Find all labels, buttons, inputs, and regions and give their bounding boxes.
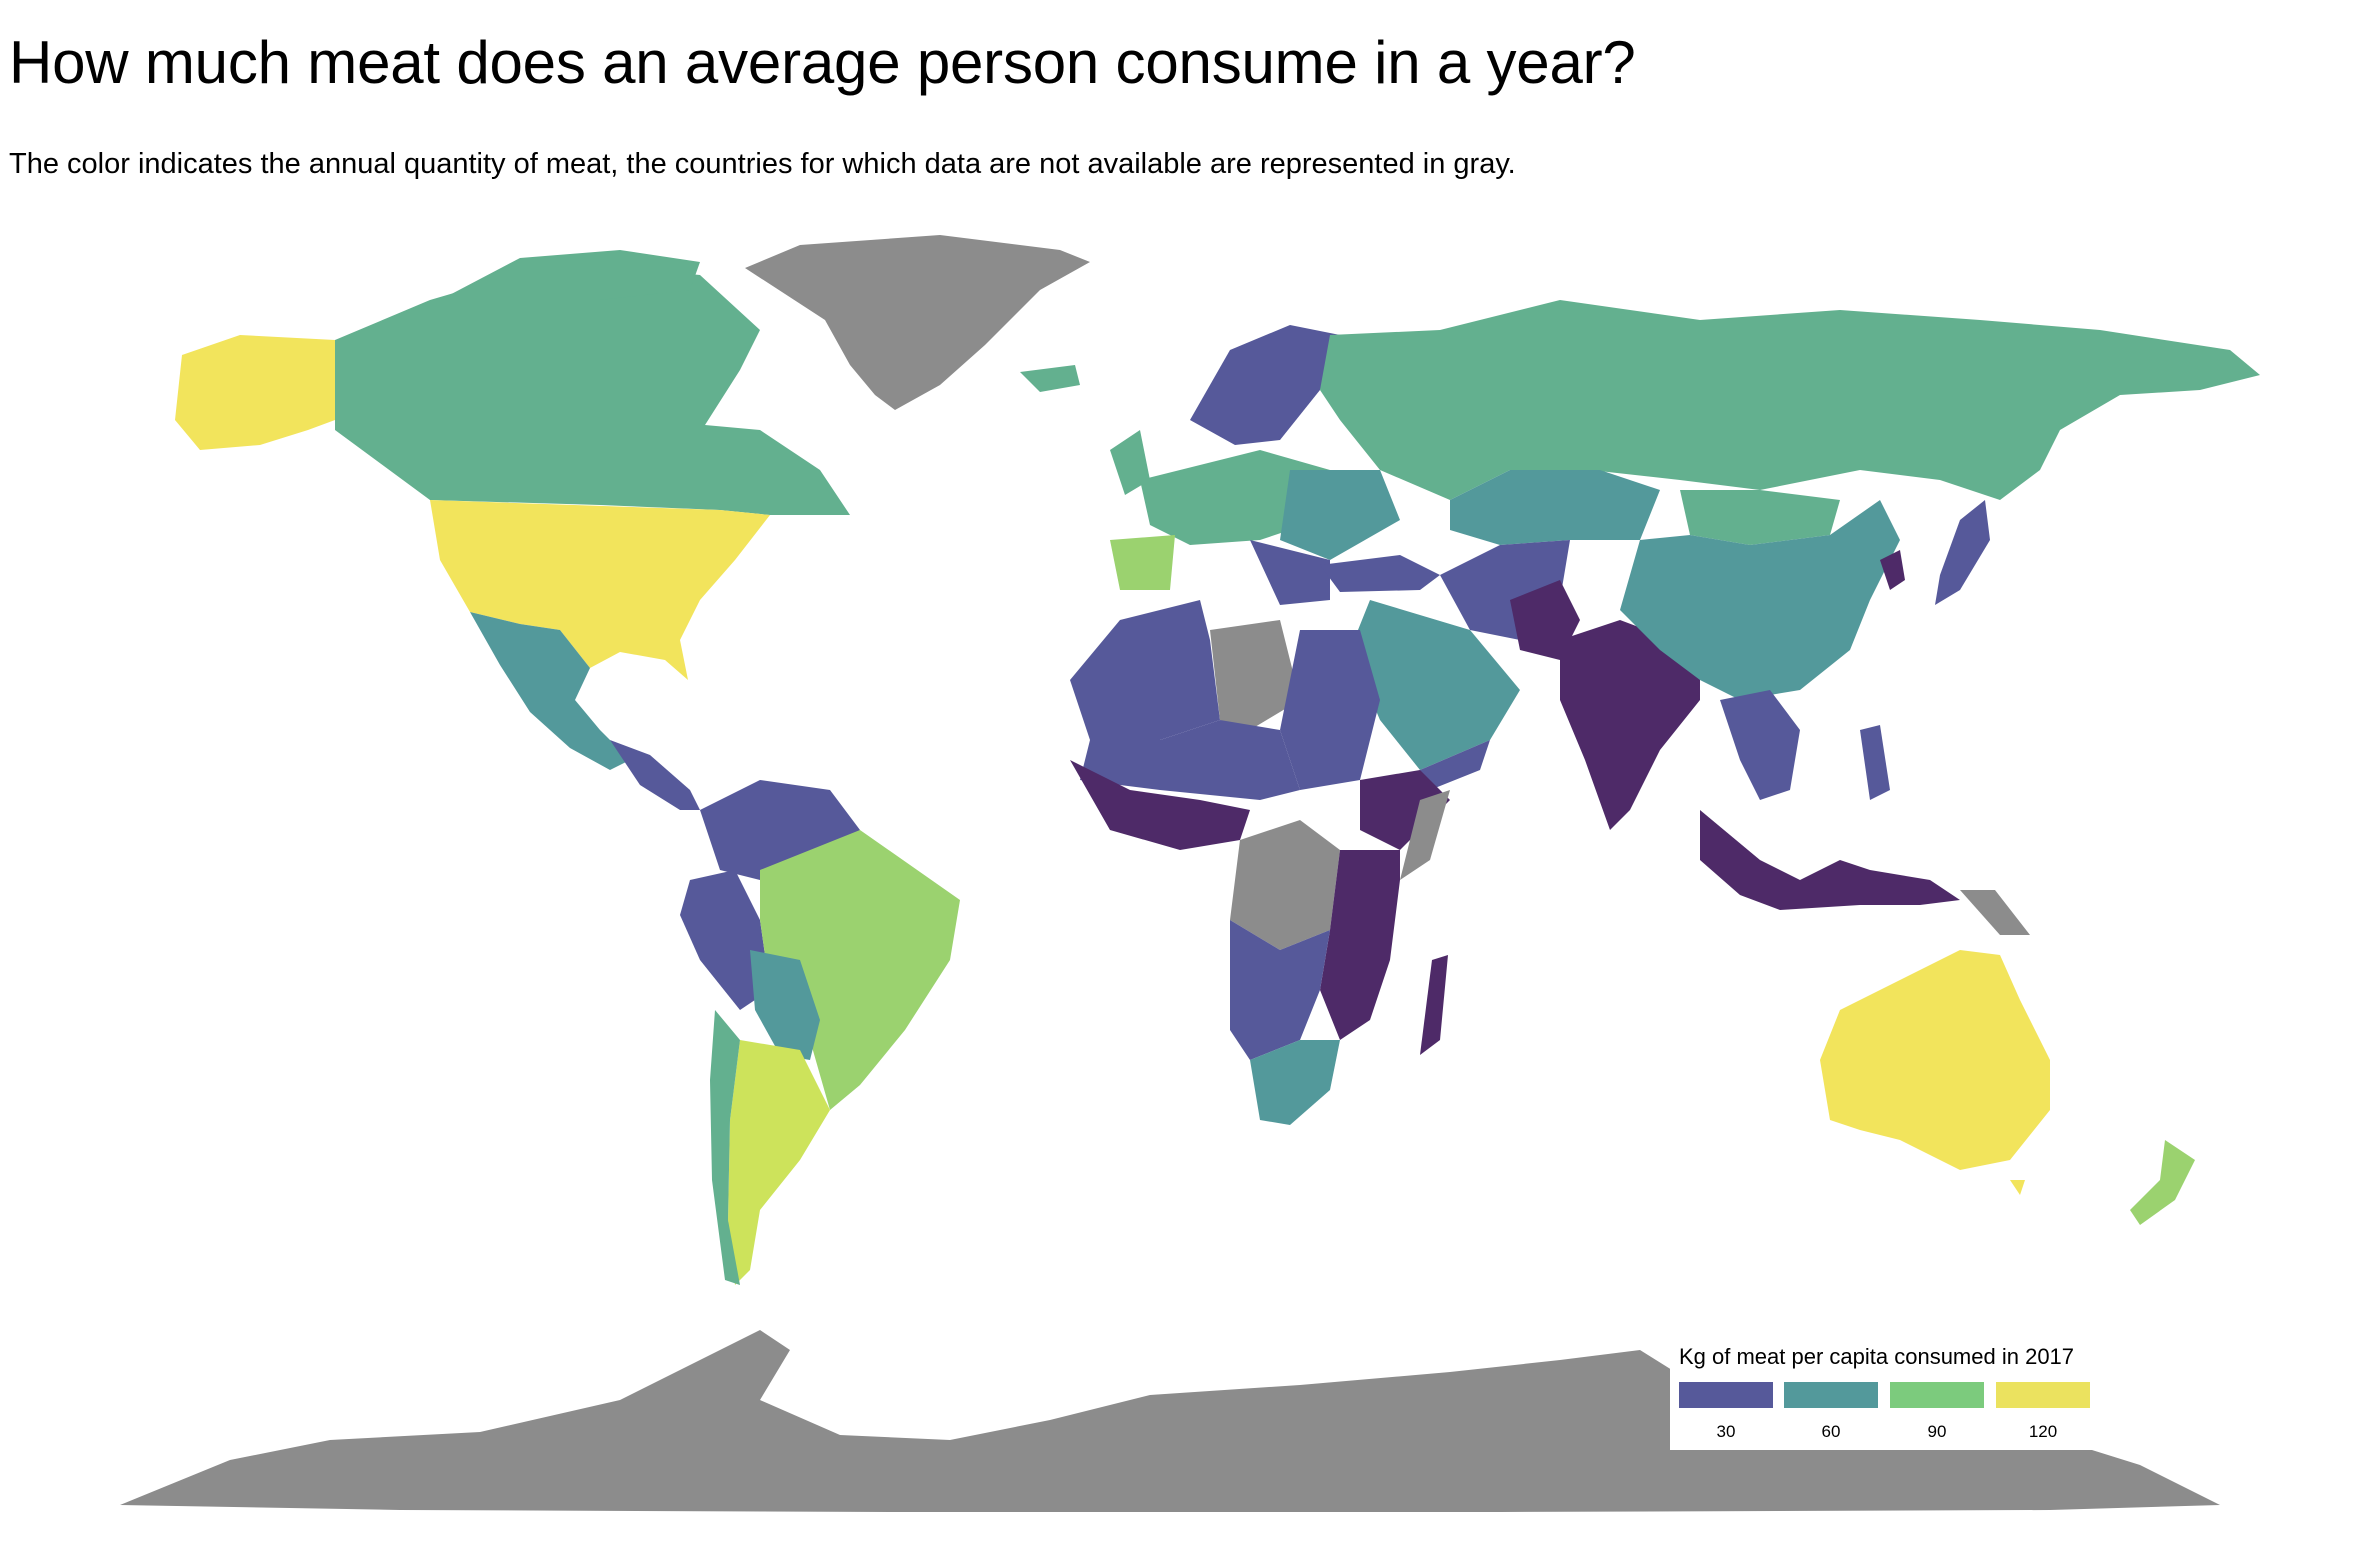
region-australia <box>1820 950 2050 1170</box>
region-japan <box>1935 500 1990 605</box>
legend-title: Kg of meat per capita consumed in 2017 <box>1679 1344 2075 1369</box>
region-spain <box>1110 535 1175 590</box>
region-india <box>1560 620 1700 830</box>
region-central-america <box>610 740 700 810</box>
region-greenland <box>745 235 1090 410</box>
region-west-africa <box>1070 760 1250 850</box>
legend-swatch-60 <box>1784 1382 1878 1408</box>
legend-label-60: 60 <box>1821 1422 1841 1441</box>
region-russia <box>1320 300 2260 500</box>
region-north-africa-west <box>1070 600 1220 740</box>
region-eastern-europe <box>1280 470 1400 560</box>
region-canada-islands <box>440 250 700 300</box>
chart-subtitle: The color indicates the annual quantity … <box>9 148 1516 180</box>
region-tasmania <box>2010 1180 2025 1195</box>
region-congo <box>1230 820 1340 950</box>
region-south-africa <box>1250 1040 1340 1125</box>
region-indochina <box>1720 690 1800 800</box>
region-usa <box>430 500 770 680</box>
region-chile <box>710 1010 740 1285</box>
region-iceland <box>1020 365 1080 392</box>
region-mexico <box>470 612 630 770</box>
region-southern-central-africa <box>1230 920 1330 1060</box>
region-peru <box>680 870 770 1010</box>
region-kazakhstan <box>1450 470 1660 545</box>
region-turkey <box>1320 555 1440 592</box>
region-sahel <box>1080 720 1300 800</box>
region-mongolia <box>1680 490 1840 545</box>
region-scandinavia <box>1190 325 1340 445</box>
region-china <box>1620 500 1900 700</box>
legend-swatch-120 <box>1996 1382 2090 1408</box>
region-uk-ireland <box>1110 430 1150 495</box>
region-papua-new-guinea <box>1960 890 2030 935</box>
region-canada <box>335 262 850 515</box>
legend-swatch-90 <box>1890 1382 1984 1408</box>
region-bolivia-paraguay <box>750 950 820 1060</box>
chart-title: How much meat does an average person con… <box>9 29 1636 96</box>
region-argentina <box>728 1040 830 1285</box>
region-egypt-sudan <box>1280 630 1380 790</box>
region-balkans <box>1250 540 1330 605</box>
legend-label-90: 90 <box>1927 1422 1947 1441</box>
region-somalia <box>1400 790 1450 880</box>
legend-swatch-30 <box>1679 1382 1773 1408</box>
legend-label-120: 120 <box>2028 1422 2058 1441</box>
region-arabia <box>1350 600 1520 770</box>
region-korea <box>1880 550 1905 590</box>
legend-label-30: 30 <box>1716 1422 1736 1441</box>
region-ethiopia-horn <box>1360 770 1450 850</box>
region-libya <box>1210 620 1300 730</box>
region-east-africa <box>1320 850 1400 1040</box>
region-yemen <box>1420 740 1490 790</box>
legend: Kg of meat per capita consumed in 2017 3… <box>1670 1330 2152 1450</box>
region-alaska <box>175 335 335 450</box>
region-new-zealand <box>2130 1140 2195 1225</box>
region-philippines <box>1860 725 1890 800</box>
region-antarctica <box>120 1330 2220 1512</box>
region-indonesia <box>1700 810 1960 910</box>
region-madagascar <box>1420 955 1448 1055</box>
region-western-europe <box>1140 450 1330 545</box>
